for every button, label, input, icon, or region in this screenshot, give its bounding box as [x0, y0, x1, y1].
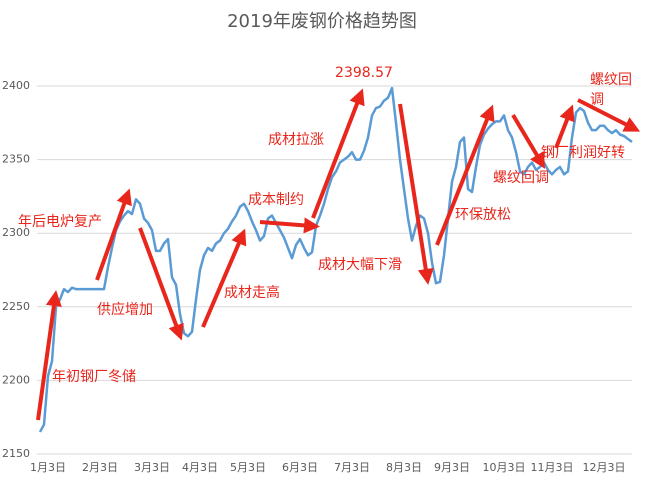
x-tick-label: 12月3日: [583, 461, 626, 474]
annotation: 螺纹回调: [493, 170, 549, 186]
x-tick-label: 3月3日: [134, 461, 170, 474]
chart-title: 2019年废钢价格趋势图: [227, 11, 417, 32]
annotation-arrow: [577, 98, 641, 132]
annotation-arrow: [259, 217, 320, 234]
annotation: 成材大幅下滑: [318, 256, 402, 273]
y-tick-label: 2300: [2, 226, 30, 239]
y-tick-label: 2400: [2, 79, 30, 92]
annotation: 螺纹回调: [590, 72, 632, 108]
annotation: 成材走高: [224, 284, 280, 301]
x-tick-label: 7月3日: [334, 461, 370, 474]
x-tick-label: 9月3日: [434, 461, 470, 474]
x-tick-label: 4月3日: [182, 461, 218, 474]
peak-label: 2398.57: [335, 65, 393, 81]
x-tick-label: 6月3日: [282, 461, 318, 474]
annotation: 成材拉涨: [268, 132, 324, 148]
x-tick-label: 10月3日: [483, 461, 526, 474]
annotation: 环保放松: [455, 207, 511, 223]
x-tick-label: 1月3日: [30, 461, 66, 474]
annotation-arrow: [554, 104, 575, 149]
annotation-arrow: [511, 113, 546, 169]
x-tick-label: 8月3日: [386, 461, 422, 474]
annotation-arrow: [311, 88, 365, 219]
y-tick-label: 2350: [2, 153, 30, 166]
annotation-arrow: [398, 103, 434, 285]
y-tick-label: 2200: [2, 373, 30, 386]
annotation: 供应增加: [97, 301, 153, 318]
annotation-arrow: [95, 188, 132, 281]
annotation: 成本制约: [248, 192, 304, 208]
annotation-arrow: [138, 227, 184, 341]
x-tick-label: 5月3日: [230, 461, 266, 474]
annotation-arrow: [435, 104, 495, 246]
annotation: 年后电炉复产: [18, 213, 102, 230]
x-tick-label: 2月3日: [82, 461, 118, 474]
y-tick-label: 2250: [2, 300, 30, 313]
x-tick-label: 11月3日: [531, 461, 574, 474]
annotation-arrow: [36, 290, 62, 421]
annotation: 钢厂利润好转: [541, 145, 625, 161]
annotation-arrow: [201, 228, 247, 328]
annotation: 年初钢厂冬储: [52, 368, 136, 385]
y-tick-label: 2150: [2, 447, 30, 460]
